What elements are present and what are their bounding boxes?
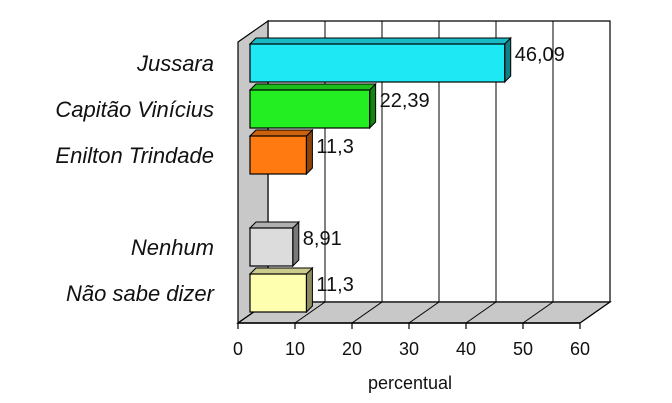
bar-side: [369, 82, 377, 130]
x-tick-label: 30: [399, 339, 419, 359]
floor-gridline: [579, 301, 611, 324]
x-tick-label: 50: [513, 339, 533, 359]
x-axis-title: percentual: [368, 373, 452, 393]
category-label: Enilton Trindade: [55, 143, 214, 168]
bar: [249, 273, 308, 313]
bar: [249, 135, 308, 175]
value-label: 11,3: [316, 274, 353, 296]
x-tick-label: 20: [342, 339, 362, 359]
bar-side: [305, 266, 313, 314]
x-tick-label: 60: [570, 339, 590, 359]
floor-gridline: [351, 301, 383, 324]
category-label: Nenhum: [131, 235, 214, 260]
chart-labels: 46,09 Jussara 22,39 Capitão Vinícius 11,3 Eni…: [55, 44, 564, 306]
x-tick-label: 40: [456, 339, 476, 359]
value-label: 46,09: [515, 44, 565, 66]
x-tick-label: 0: [233, 339, 243, 359]
category-label: Não sabe dizer: [66, 281, 216, 306]
x-tick-label: 10: [285, 339, 305, 359]
value-label: 11,3: [316, 136, 353, 158]
value-label: 22,39: [380, 90, 430, 112]
floor-gridline: [465, 301, 497, 324]
bar-top: [248, 221, 300, 229]
bar: [249, 43, 506, 83]
bar: [249, 89, 371, 129]
value-label: 8,91: [303, 228, 342, 250]
chart-ticks: 0 10 20 30 40 50 60: [233, 323, 590, 359]
bar-side: [305, 128, 313, 176]
bar-top: [248, 129, 314, 137]
category-label: Jussara: [136, 51, 214, 76]
floor-gridline: [522, 301, 554, 324]
floor-gridline: [408, 301, 440, 324]
bar-top: [248, 267, 314, 275]
category-label: Capitão Vinícius: [55, 97, 214, 122]
bar-side: [292, 220, 300, 268]
bar-top: [248, 37, 512, 45]
bar: [249, 227, 294, 267]
chart-bars: [248, 36, 512, 314]
bar-top: [248, 83, 377, 91]
bar-side: [504, 36, 512, 84]
floor-gridline: [294, 301, 326, 324]
